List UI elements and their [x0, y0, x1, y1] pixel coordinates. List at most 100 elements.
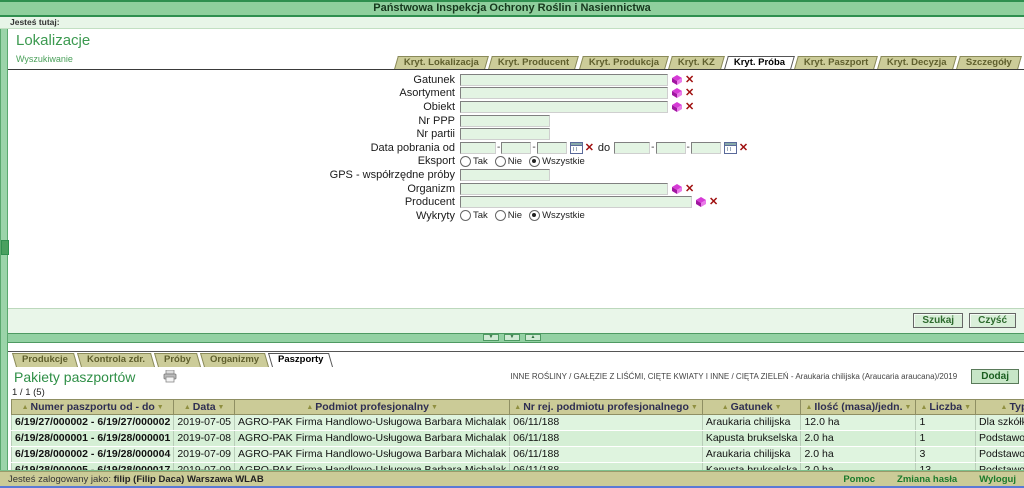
sort-asc-icon[interactable]: ▲ — [805, 403, 813, 411]
column-header-liczba[interactable]: ▲ Liczba ▼ — [915, 398, 977, 415]
sort-asc-icon[interactable]: ▲ — [920, 403, 928, 411]
tab-kryt-decyzja[interactable]: Kryt. Decyzja — [877, 56, 957, 69]
clear-icon[interactable]: ✕ — [685, 182, 695, 195]
column-header-data[interactable]: ▲ Data ▼ — [173, 398, 236, 415]
cell-liczba: 1 — [915, 414, 977, 431]
tab-kryt-producent[interactable]: Kryt. Producent — [488, 56, 580, 69]
date-to-year-input[interactable] — [614, 141, 651, 154]
lookup-book-icon[interactable] — [695, 196, 707, 208]
column-header-typ[interactable]: ▲Typ▼ — [975, 398, 1024, 415]
column-header-podmiot-profesjonalny[interactable]: ▲ Podmiot profesjonalny ▼ — [234, 398, 511, 415]
clear-date-icon[interactable]: ✕ — [738, 141, 749, 154]
organizm-input[interactable] — [460, 182, 668, 195]
calendar-icon[interactable] — [723, 141, 737, 154]
clear-icon[interactable]: ✕ — [709, 196, 719, 209]
producent-input[interactable] — [460, 196, 692, 209]
tab-organizmy[interactable]: Organizmy — [199, 352, 270, 367]
sidebar-expand-toggle[interactable] — [1, 240, 9, 255]
page-title: Lokalizacje — [16, 32, 91, 49]
print-icon[interactable] — [163, 370, 177, 383]
date-to-month-input[interactable] — [655, 141, 686, 154]
wykryty-radio-wszystkie[interactable] — [529, 210, 541, 222]
eksport-label: Eksport — [417, 155, 455, 168]
splitter-expand-icon[interactable]: ▲ — [525, 334, 541, 342]
clear-icon[interactable]: ✕ — [685, 73, 695, 86]
date-from-year-input[interactable] — [460, 141, 496, 154]
tab-kryt-produkcja[interactable]: Kryt. Produkcja — [578, 56, 669, 69]
splitter-collapse-icon[interactable]: ▼ — [483, 334, 499, 342]
sort-desc-icon[interactable]: ▼ — [690, 403, 698, 411]
cell-typ: Dla szkółkarstwa — [975, 414, 1024, 431]
nr-ppp-input[interactable] — [460, 114, 550, 127]
column-header-ilość-masa-jedn[interactable]: ▲ Ilość (masa)/jedn. ▼ — [800, 398, 917, 415]
sort-asc-icon[interactable]: ▲ — [514, 403, 522, 411]
sort-asc-icon[interactable]: ▲ — [21, 403, 29, 411]
sort-asc-icon[interactable]: ▲ — [183, 403, 191, 411]
eksport-radio-wszystkie[interactable] — [529, 155, 541, 167]
cell-podmiot-profesjonalny: AGRO-PAK Firma Handlowo-Usługowa Barbara… — [234, 446, 511, 463]
splitter-collapse-icon[interactable]: ▼ — [504, 334, 520, 342]
nr-partii-input[interactable] — [460, 128, 550, 141]
lookup-book-icon[interactable] — [671, 183, 683, 195]
clear-button[interactable]: Czyść — [969, 313, 1016, 329]
data-pobrania-label: Data pobrania od — [370, 141, 455, 154]
sort-asc-icon[interactable]: ▲ — [306, 403, 314, 411]
eksport-radio-nie[interactable] — [494, 155, 506, 167]
column-label: Ilość (masa)/jedn. — [814, 400, 903, 413]
wykryty-radio-nie[interactable] — [494, 210, 506, 222]
tab-label: Paszporty — [278, 353, 324, 365]
gps-input[interactable] — [460, 168, 550, 181]
sort-desc-icon[interactable]: ▼ — [431, 403, 438, 411]
tab-próby[interactable]: Próby — [153, 352, 201, 367]
clear-date-icon[interactable]: ✕ — [584, 141, 594, 154]
sort-desc-icon[interactable]: ▼ — [217, 403, 225, 411]
gps-label: GPS - współrzędne próby — [329, 168, 455, 181]
date-to-day-input[interactable] — [690, 141, 721, 154]
table-row: 6/19/28/000001 - 6/19/28/000001 2019-07-0… — [10, 430, 1024, 447]
clear-icon[interactable]: ✕ — [685, 100, 695, 113]
wykryty-radio-tak-label: Tak — [473, 210, 488, 222]
sort-desc-icon[interactable]: ▼ — [774, 403, 782, 411]
sort-asc-icon[interactable]: ▲ — [1000, 403, 1008, 411]
sort-desc-icon[interactable]: ▼ — [904, 403, 912, 411]
search-button[interactable]: Szukaj — [913, 313, 964, 329]
date-from-month-input[interactable] — [501, 141, 532, 154]
calendar-icon[interactable] — [569, 141, 583, 154]
sort-desc-icon[interactable]: ▼ — [156, 403, 164, 411]
change-password-link[interactable]: Zmiana hasła — [897, 473, 958, 485]
form-row-nr-partii: Nr partii — [8, 127, 1024, 141]
add-button[interactable]: Dodaj — [971, 369, 1019, 385]
help-link[interactable]: Pomoc — [843, 473, 876, 485]
clear-icon[interactable]: ✕ — [685, 87, 695, 100]
logout-link[interactable]: Wyloguj — [979, 473, 1016, 485]
cell-data: 2019-07-05 — [173, 414, 236, 431]
tab-kryt-lokalizacja[interactable]: Kryt. Lokalizacja — [394, 56, 490, 69]
lookup-book-icon[interactable] — [671, 87, 683, 99]
eksport-radio-tak[interactable] — [460, 155, 471, 167]
footer-area: Jesteś zalogowany jako: filip (Filip Dac… — [0, 470, 1024, 488]
tab-paszporty[interactable]: Paszporty — [268, 352, 334, 367]
lookup-book-icon[interactable] — [671, 74, 683, 86]
tab-produkcje[interactable]: Produkcje — [11, 352, 78, 367]
tab-kryt-paszport[interactable]: Kryt. Paszport — [794, 56, 879, 69]
pane-splitter[interactable]: ▼ ▼ ▲ — [0, 332, 1024, 343]
gatunek-input[interactable] — [460, 73, 668, 86]
date-from-day-input[interactable] — [536, 141, 567, 154]
wykryty-radio-tak[interactable] — [460, 210, 471, 222]
tab-kryt-próba[interactable]: Kryt. Próba — [723, 56, 795, 69]
sort-desc-icon[interactable]: ▼ — [964, 403, 972, 411]
results-tab-bar: Produkcje Kontrola zdr. Próby Organizmy Pasz… — [8, 352, 1024, 367]
column-header-numer-paszportu-od-do[interactable]: ▲ Numer paszportu od - do ▼ — [10, 398, 175, 415]
sort-asc-icon[interactable]: ▲ — [721, 403, 729, 411]
tab-kontrola-zdr[interactable]: Kontrola zdr. — [76, 352, 156, 367]
obiekt-input[interactable] — [460, 100, 668, 113]
pagination: 1 / 1 (5) — [12, 386, 45, 398]
column-header-nr-rej-podmiotu-profesjonalnego[interactable]: ▲ Nr rej. podmiotu profesjonalnego ▼ — [509, 398, 703, 415]
asortyment-input[interactable] — [460, 87, 668, 100]
tab-szczegóły[interactable]: Szczegóły — [956, 56, 1022, 69]
tab-kryt-kz[interactable]: Kryt. KZ — [667, 56, 725, 69]
column-header-gatunek[interactable]: ▲ Gatunek ▼ — [701, 398, 802, 415]
lookup-book-icon[interactable] — [671, 101, 683, 113]
search-link[interactable]: Wyszukiwanie — [16, 54, 73, 64]
logged-in-status: Jesteś zalogowany jako: filip (Filip Dac… — [8, 474, 264, 485]
